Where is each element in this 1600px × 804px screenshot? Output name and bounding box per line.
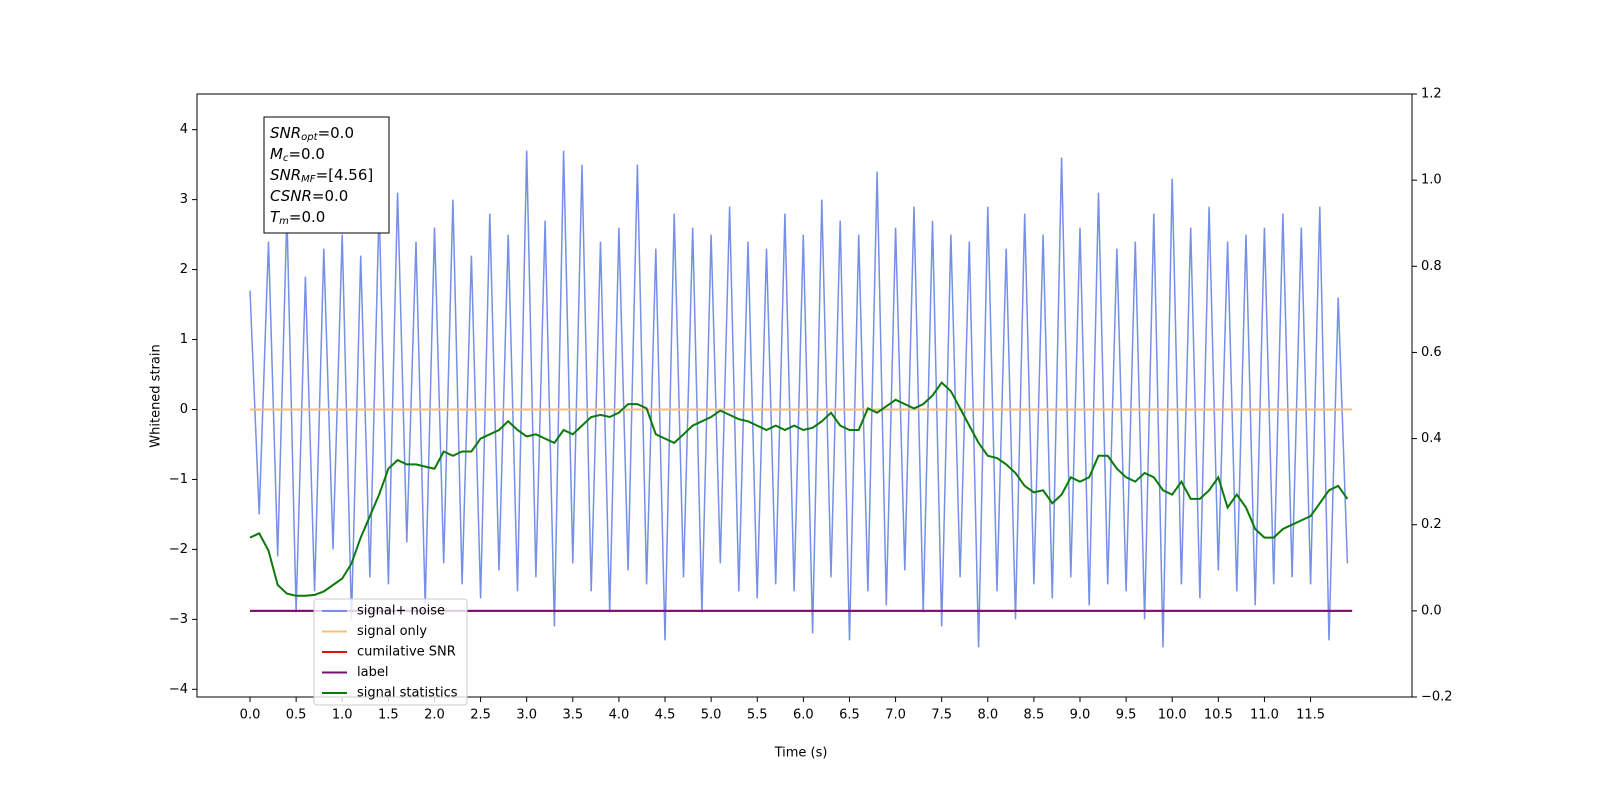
plot-frame <box>196 93 1413 698</box>
y-tick-label: 2 <box>180 262 188 277</box>
x-tick-label: 3.0 <box>516 708 537 723</box>
x-tick-label: 10.0 <box>1158 708 1187 723</box>
x-tick-label: 0.0 <box>240 708 261 723</box>
y-tick-label: −4 <box>169 682 188 697</box>
x-tick-label: 11.5 <box>1296 708 1325 723</box>
x-tick-label: 9.0 <box>1070 708 1091 723</box>
x-tick-label: 4.0 <box>609 708 630 723</box>
x-tick-label: 9.5 <box>1116 708 1137 723</box>
y-tick-label: 0 <box>180 402 188 417</box>
series-line <box>249 150 1349 648</box>
x-tick-label: 6.0 <box>793 708 814 723</box>
legend-label: signal+ noise <box>357 604 445 619</box>
y-tick-label: −2 <box>169 542 188 557</box>
y2-tick-label: 0.2 <box>1421 517 1442 532</box>
annotation-text: =0.0 <box>288 145 324 163</box>
annotation: SNRopt=0.0 <box>270 124 354 144</box>
annotation-symbol: SNR <box>270 166 301 184</box>
annotation: SNRMF=[4.56] <box>270 166 373 186</box>
legend-box <box>313 598 468 706</box>
legend-label: cumilative SNR <box>357 645 456 660</box>
x-tick-label: 5.5 <box>747 708 768 723</box>
x-tick-label: 5.0 <box>701 708 722 723</box>
x-tick-label: 8.5 <box>1024 708 1045 723</box>
x-tick-label: 7.0 <box>885 708 906 723</box>
x-tick-label: 11.0 <box>1250 708 1279 723</box>
y2-tick-label: 0.8 <box>1421 259 1442 274</box>
annotation: Tm=0.0 <box>270 208 325 228</box>
x-tick-label: 6.5 <box>839 708 860 723</box>
y2-tick-label: 0.6 <box>1421 345 1442 360</box>
x-tick-label: 1.5 <box>378 708 399 723</box>
annotation-subscript: MF <box>301 174 316 185</box>
annotation-text: =[4.56] <box>316 166 374 184</box>
annotation-symbol: M <box>270 145 283 163</box>
annotation-text: =0.0 <box>289 208 325 226</box>
legend-label: label <box>357 665 388 680</box>
x-tick-label: 8.0 <box>977 708 998 723</box>
y-tick-label: 1 <box>180 332 188 347</box>
x-axis-label: Time (s) <box>774 746 828 761</box>
annotation-text: =0.0 <box>312 187 348 205</box>
annotation-text: =0.0 <box>318 124 354 142</box>
annotation-subscript: m <box>279 216 289 227</box>
annotation-subscript: opt <box>301 132 318 143</box>
annotation-symbol: T <box>270 208 281 226</box>
x-tick-label: 2.5 <box>470 708 491 723</box>
y-tick-label: 3 <box>180 192 188 207</box>
annotation: CSNR=0.0 <box>270 187 348 205</box>
legend-label: signal statistics <box>357 686 458 701</box>
y-tick-label: −1 <box>169 472 188 487</box>
y2-tick-label: 1.2 <box>1421 87 1442 102</box>
annotation: Mc=0.0 <box>270 145 325 165</box>
y2-tick-label: 1.0 <box>1421 173 1442 188</box>
y-tick-label: −3 <box>169 612 188 627</box>
annotation-box <box>263 116 390 234</box>
y-axis-label: Whitened strain <box>149 344 164 447</box>
x-tick-label: 3.5 <box>562 708 583 723</box>
x-tick-label: 10.5 <box>1204 708 1233 723</box>
annotation-subscript: c <box>283 153 289 164</box>
x-tick-label: 7.5 <box>931 708 952 723</box>
x-tick-label: 0.5 <box>286 708 307 723</box>
y2-tick-label: 0.4 <box>1421 431 1442 446</box>
x-tick-label: 1.0 <box>332 708 353 723</box>
y-tick-label: 4 <box>180 122 188 137</box>
annotation-symbol: SNR <box>270 124 301 142</box>
x-tick-label: 4.5 <box>655 708 676 723</box>
y2-tick-label: −0.2 <box>1421 690 1453 705</box>
legend-label: signal only <box>357 624 427 639</box>
annotation-symbol: CSNR <box>270 187 312 205</box>
y2-tick-label: 0.0 <box>1421 603 1442 618</box>
x-tick-label: 2.0 <box>424 708 445 723</box>
series-line <box>249 381 1349 597</box>
